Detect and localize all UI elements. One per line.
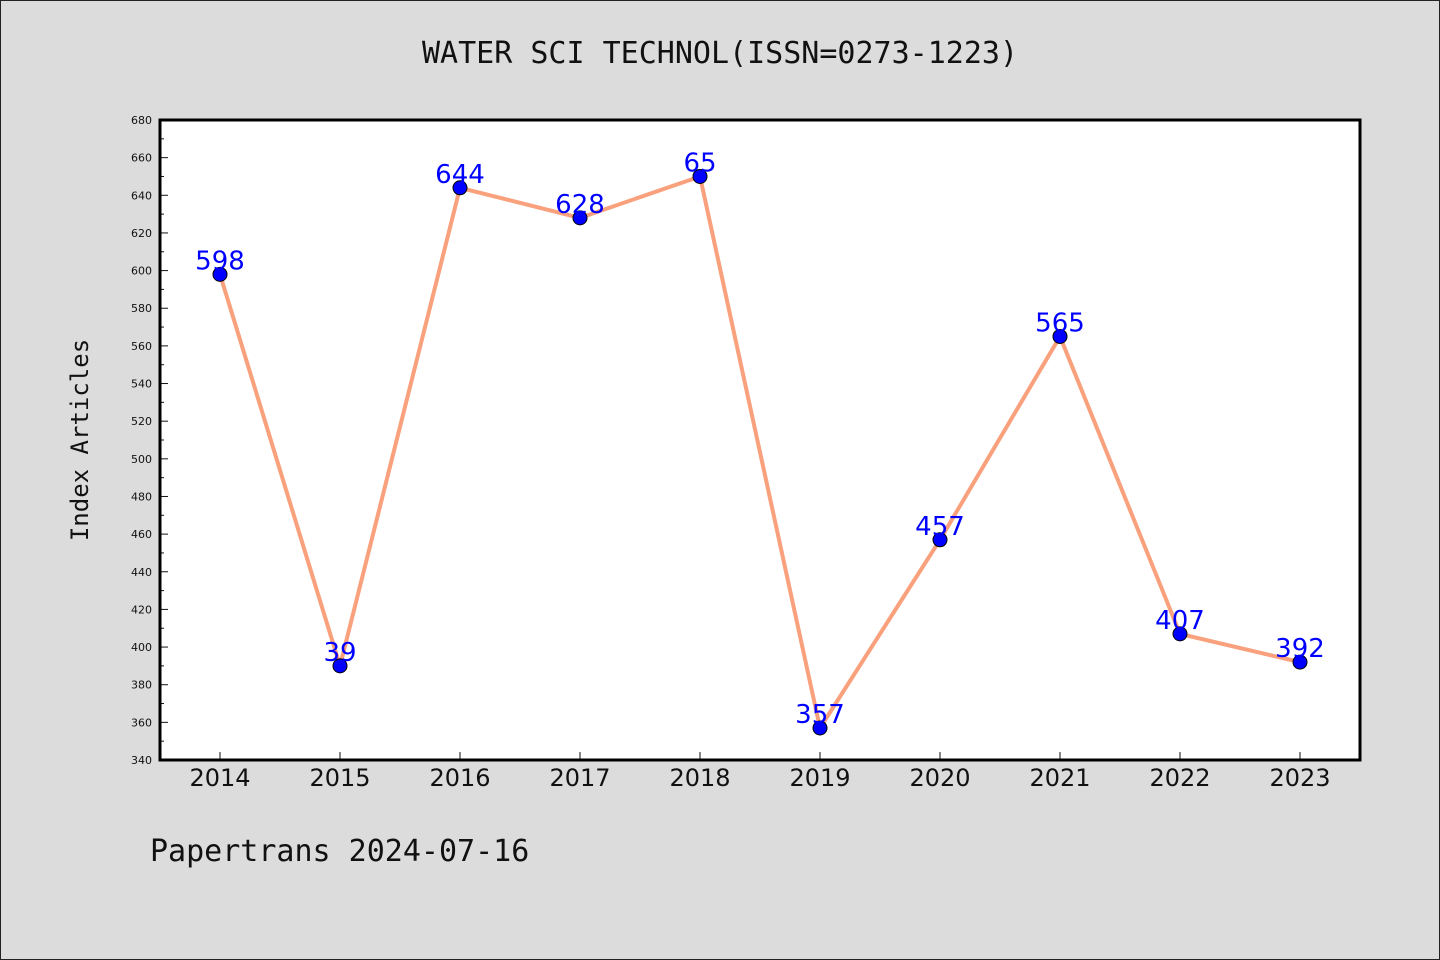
x-tick-label: 2017 <box>549 764 610 792</box>
series-line <box>218 174 1302 730</box>
y-tick-label: 660 <box>131 152 152 165</box>
y-tick-label: 580 <box>131 302 152 315</box>
y-tick-label: 520 <box>131 415 152 428</box>
data-point <box>332 658 348 674</box>
data-point <box>932 532 948 548</box>
y-tick-label: 640 <box>131 189 152 202</box>
y-tick-label: 480 <box>131 490 152 503</box>
y-tick-label: 360 <box>131 716 152 729</box>
chart-title: WATER SCI TECHNOL(ISSN=0273-1223) <box>421 36 1019 71</box>
x-tick-label: 2015 <box>309 764 370 792</box>
y-tick-label: 400 <box>131 641 152 654</box>
data-label: 407 <box>1155 606 1205 636</box>
footer-credit: Papertrans 2024-07-16 <box>150 834 530 869</box>
y-tick-label: 560 <box>131 340 152 353</box>
y-tick-label: 420 <box>131 603 152 616</box>
x-tick-label: 2019 <box>789 764 850 792</box>
data-label: 457 <box>915 512 965 542</box>
x-tick-label: 2022 <box>1149 764 1210 792</box>
data-label: 39 <box>323 638 356 668</box>
x-tick-label: 2023 <box>1269 764 1330 792</box>
data-point <box>812 720 828 736</box>
y-tick-label: 680 <box>131 114 152 127</box>
y-tick-label: 540 <box>131 378 152 391</box>
data-label: 628 <box>555 190 605 220</box>
data-label: 644 <box>435 160 485 190</box>
plot-area <box>160 120 1360 760</box>
data-point <box>1052 328 1068 344</box>
data-label: 65 <box>683 148 716 178</box>
y-tick-label: 620 <box>131 227 152 240</box>
data-point <box>1172 626 1188 642</box>
data-label: 357 <box>795 700 845 730</box>
y-tick-label: 500 <box>131 453 152 466</box>
y-tick-label: 340 <box>131 754 152 767</box>
y-tick-label: 380 <box>131 679 152 692</box>
data-label: 392 <box>1275 634 1325 664</box>
x-tick-label: 2018 <box>669 764 730 792</box>
data-label: 598 <box>195 246 245 276</box>
y-tick-label: 460 <box>131 528 152 541</box>
data-point <box>1292 654 1308 670</box>
x-tick-label: 2021 <box>1029 764 1090 792</box>
x-tick-label: 2020 <box>909 764 970 792</box>
plot-border <box>158 118 1362 762</box>
data-point <box>572 210 588 226</box>
data-point <box>692 168 708 184</box>
x-tick-label: 2014 <box>189 764 250 792</box>
data-point <box>212 266 228 282</box>
x-tick-label: 2016 <box>429 764 490 792</box>
data-label: 565 <box>1035 308 1085 338</box>
y-tick-label: 600 <box>131 265 152 278</box>
data-point <box>452 180 468 196</box>
y-tick-label: 440 <box>131 566 152 579</box>
